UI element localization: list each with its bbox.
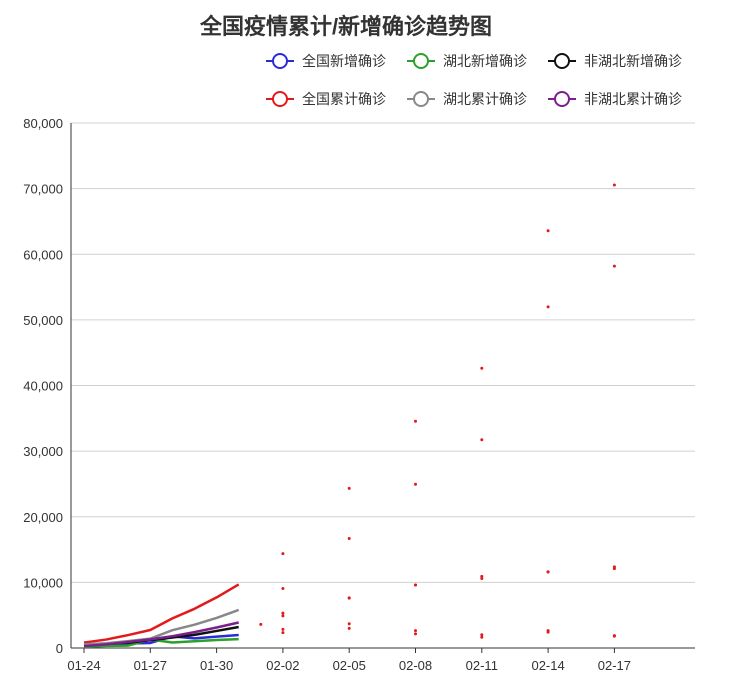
legend-marker	[413, 91, 429, 107]
series-line	[83, 637, 239, 649]
legend-marker	[272, 53, 288, 69]
data-point	[281, 627, 285, 631]
data-point	[281, 552, 285, 556]
data-point	[281, 611, 285, 615]
data-point	[347, 537, 351, 541]
legend-item[interactable]: 湖北累计确诊	[407, 91, 527, 107]
y-tick-label: 30,000	[23, 444, 63, 459]
data-point	[612, 183, 616, 187]
axes: 0 10,000 20,000 30,000 40,000 50,000 60,000 70,…	[23, 116, 695, 673]
series-line	[83, 583, 240, 644]
legend-label: 湖北累计确诊	[443, 91, 527, 107]
data-point	[480, 574, 484, 578]
y-tick-label: 50,000	[23, 313, 63, 328]
x-tick-label: 02-05	[333, 658, 366, 673]
legend-item[interactable]: 全国累计确诊	[266, 91, 386, 107]
data-point	[612, 264, 616, 268]
series-4	[83, 264, 616, 646]
data-point	[480, 366, 484, 370]
legend-marker	[554, 53, 570, 69]
data-point	[612, 634, 616, 638]
data-point	[480, 633, 484, 637]
data-point	[347, 596, 351, 600]
y-tick-label: 60,000	[23, 247, 63, 262]
x-tick-label: 02-02	[266, 658, 299, 673]
data-point	[347, 622, 351, 626]
data-point	[281, 614, 285, 618]
data-point	[414, 419, 417, 423]
x-tick-label: 01-27	[134, 658, 167, 673]
x-tick-label: 02-14	[531, 658, 564, 673]
series-1	[83, 626, 616, 649]
data-point	[281, 586, 285, 590]
series-layer	[83, 183, 616, 649]
grid	[71, 122, 695, 649]
data-point	[414, 583, 417, 587]
legend-label: 全国累计确诊	[302, 91, 386, 107]
legend-item[interactable]: 湖北新增确诊	[407, 53, 527, 69]
x-tick-label: 01-24	[67, 658, 100, 673]
data-point	[414, 632, 417, 636]
data-point	[612, 565, 616, 569]
legend-item[interactable]: 非湖北新增确诊	[548, 53, 682, 69]
legend-label: 非湖北新增确诊	[584, 53, 682, 69]
data-point	[347, 626, 351, 630]
data-point	[546, 570, 550, 574]
series-3	[83, 183, 616, 644]
y-tick-label: 80,000	[23, 116, 63, 131]
data-point	[259, 622, 263, 626]
x-tick-label: 02-17	[598, 658, 631, 673]
legend-marker	[554, 91, 570, 107]
legend-item[interactable]: 全国新增确诊	[266, 53, 386, 69]
legend-item[interactable]: 非湖北累计确诊	[548, 91, 682, 107]
data-point	[546, 229, 550, 233]
data-point	[414, 629, 417, 633]
legend-marker	[272, 91, 288, 107]
legend-marker	[413, 53, 429, 69]
legend-label: 湖北新增确诊	[443, 53, 527, 69]
data-point	[546, 630, 550, 634]
legend-label: 全国新增确诊	[302, 53, 386, 69]
data-point	[414, 482, 417, 486]
y-tick-label: 0	[56, 641, 63, 656]
data-point	[281, 631, 285, 635]
y-tick-label: 20,000	[23, 510, 63, 525]
data-point	[480, 438, 484, 442]
y-tick-label: 10,000	[23, 575, 63, 590]
data-point	[546, 305, 550, 309]
y-tick-label: 40,000	[23, 379, 63, 394]
legend-label: 非湖北累计确诊	[584, 91, 682, 107]
y-tick-label: 70,000	[23, 182, 63, 197]
x-tick-label: 01-30	[200, 658, 233, 673]
series-line	[83, 621, 239, 648]
data-point	[480, 635, 484, 639]
chart-title: 全国疫情累计/新增确诊趋势图	[199, 14, 492, 39]
data-point	[347, 486, 351, 490]
x-tick-label: 02-08	[399, 658, 432, 673]
series-5	[83, 565, 616, 648]
x-tick-label: 02-11	[466, 658, 498, 673]
